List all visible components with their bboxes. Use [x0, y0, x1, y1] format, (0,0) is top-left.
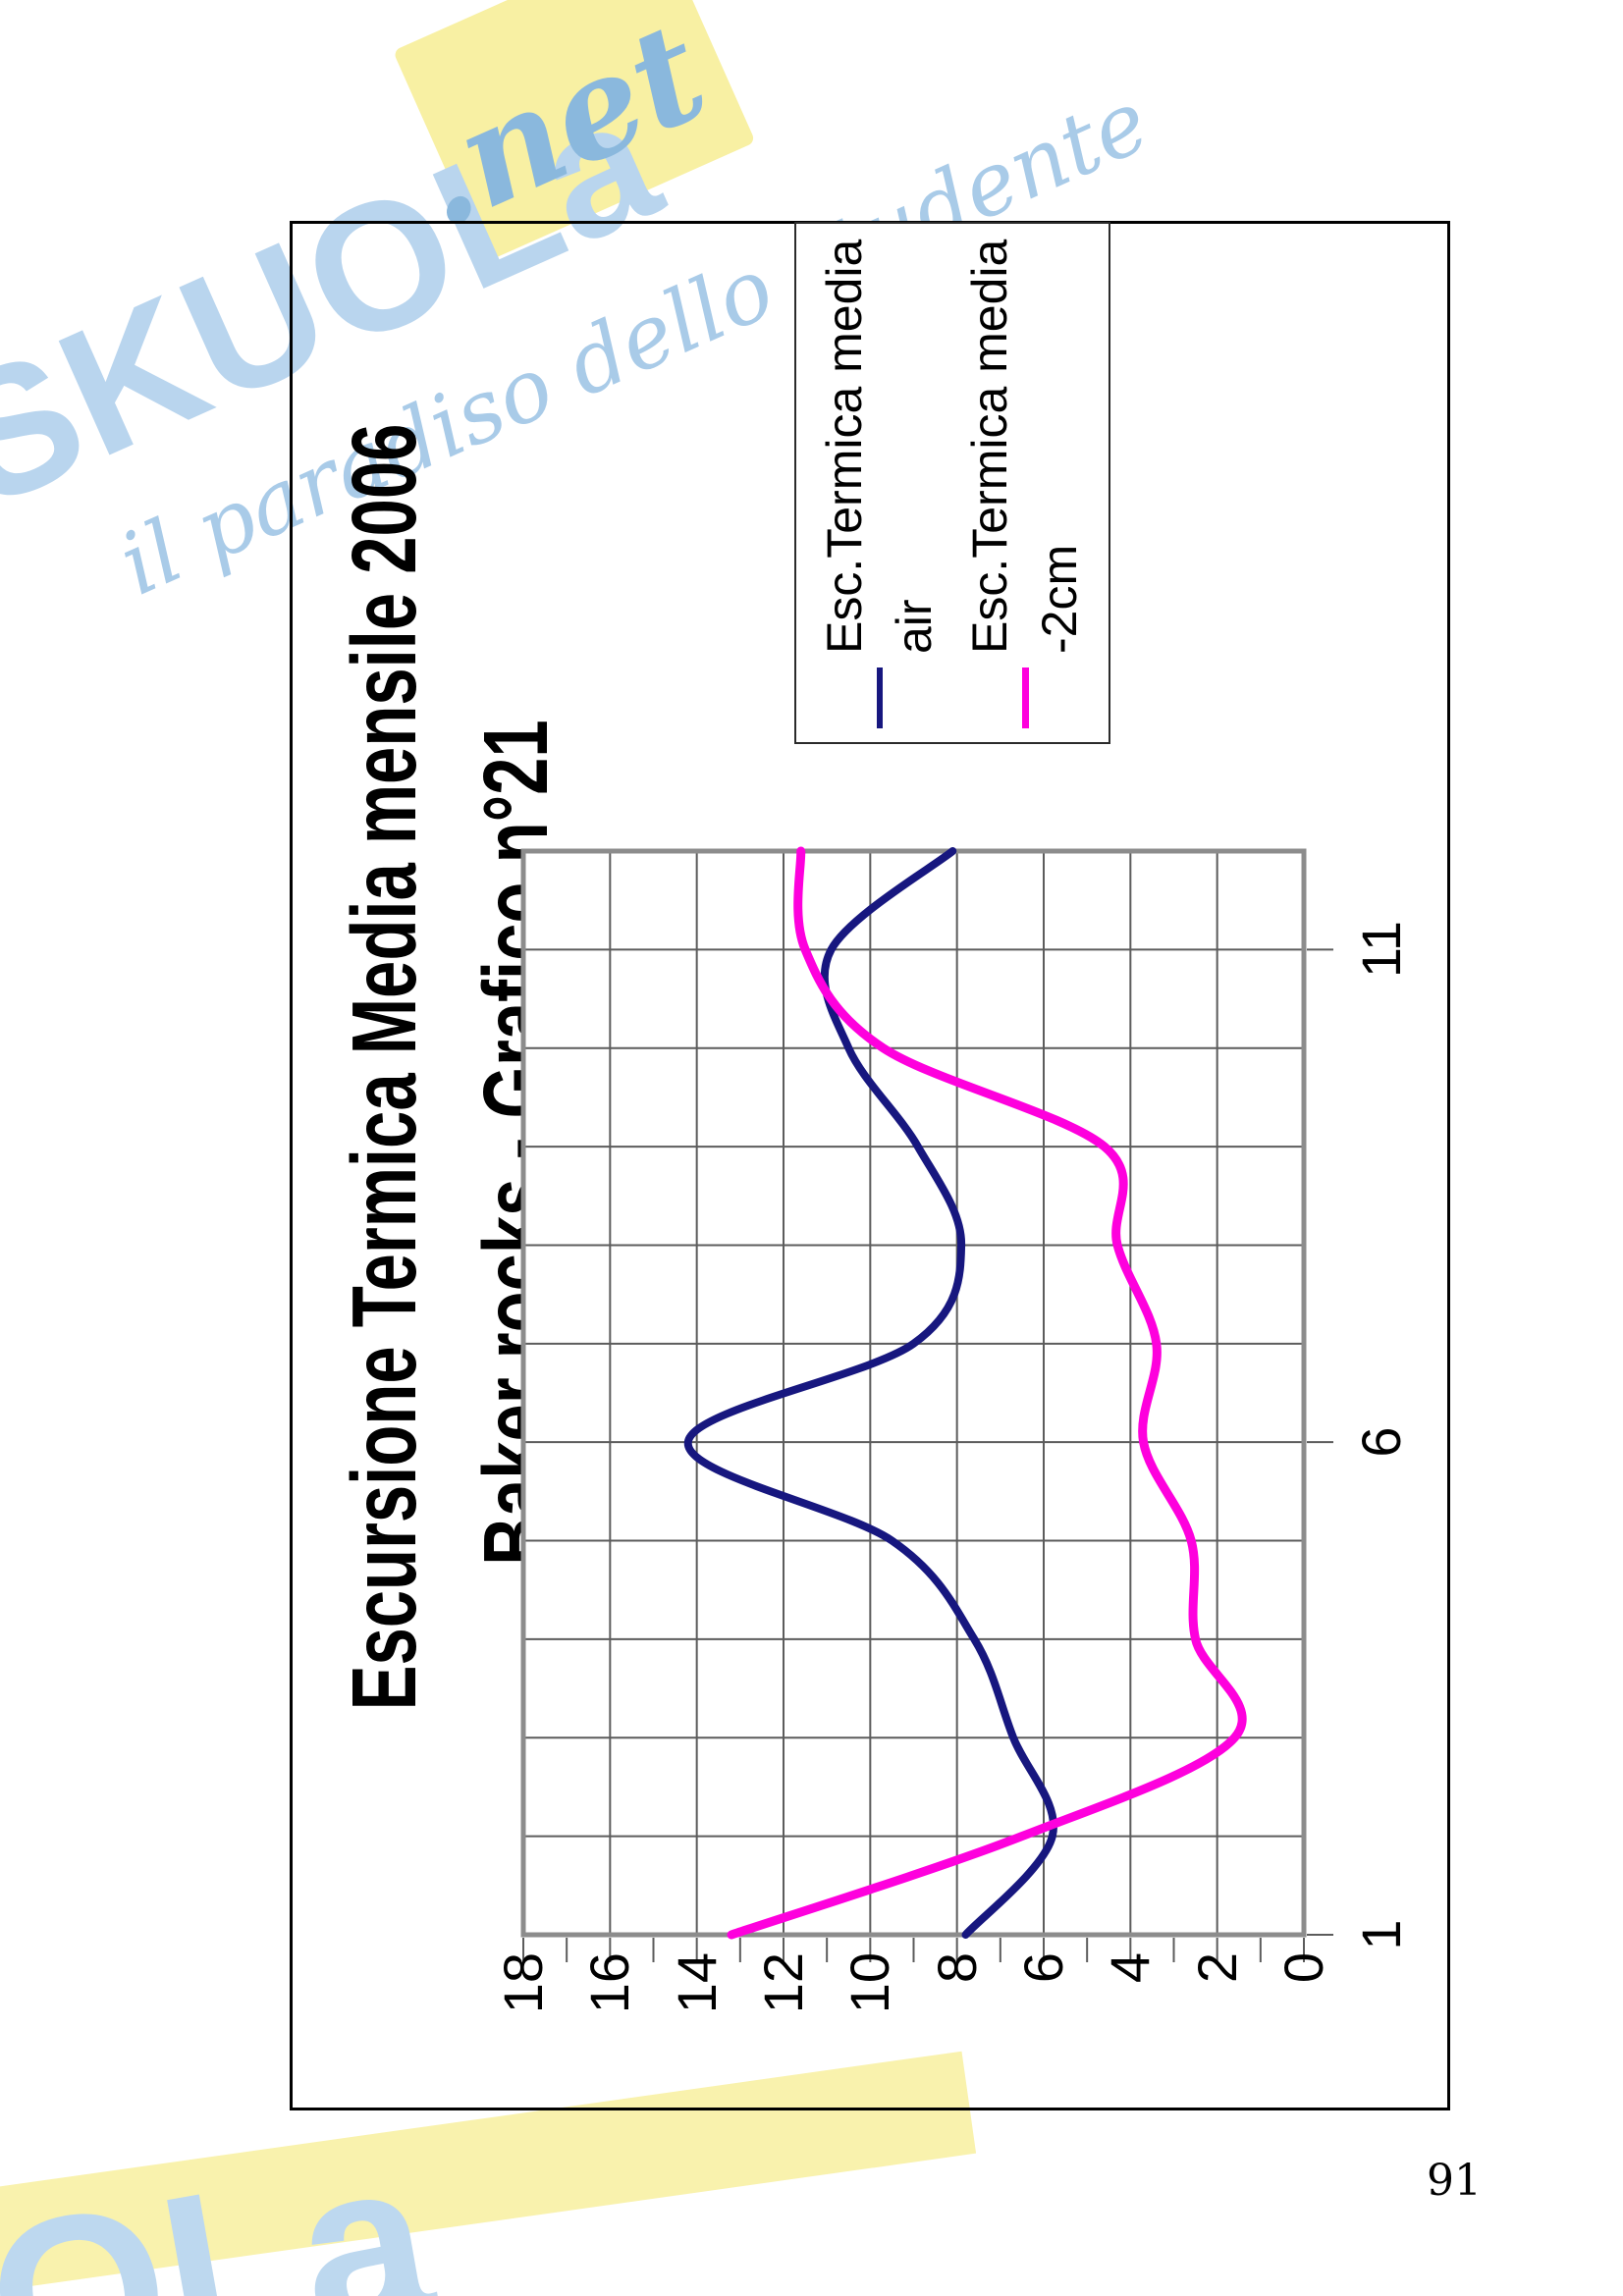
y-tick-label: 12	[752, 1952, 814, 2014]
legend-line-sample-air	[877, 667, 883, 728]
y-tick-label: 18	[492, 1952, 554, 2014]
chart-legend: Esc.Termica media air Esc.Termica media …	[794, 222, 1110, 744]
legend-label: air	[887, 599, 942, 654]
legend-entry-air: Esc.Termica media air	[810, 224, 953, 742]
legend-label: -2cm	[1032, 544, 1087, 654]
y-tick-label: 0	[1272, 1952, 1334, 1984]
x-tick-label: 6	[1350, 1426, 1412, 1458]
plot-area	[520, 846, 1333, 1962]
series-air	[683, 847, 1057, 1939]
legend-label: Esc.Termica media	[962, 239, 1017, 654]
legend-label: Esc.Termica media	[817, 239, 872, 654]
y-tick-label: 16	[578, 1952, 640, 2014]
chart-frame: Escursione Termica Media mensile 2006 Ba…	[290, 221, 1450, 2110]
y-tick-label: 6	[1012, 1952, 1074, 1984]
y-tick-label: 10	[839, 1952, 900, 2014]
series-minus2cm	[727, 846, 1247, 1940]
chart-title-line1: Escursione Termica Media mensile 2006	[333, 423, 435, 1711]
y-tick-label: 8	[926, 1952, 988, 1984]
legend-entry-2cm: Esc.Termica media -2cm	[955, 224, 1099, 742]
x-tick-label: 1	[1350, 1919, 1412, 1950]
page-number: 91	[1427, 2156, 1482, 2206]
x-tick-label: 11	[1350, 920, 1412, 979]
y-tick-label: 2	[1186, 1952, 1248, 1984]
y-tick-label: 14	[666, 1952, 728, 2014]
legend-line-sample-2cm	[1022, 667, 1029, 728]
y-tick-label: 4	[1099, 1952, 1161, 1984]
watermark-bottom-letters: OLa	[0, 2109, 448, 2296]
